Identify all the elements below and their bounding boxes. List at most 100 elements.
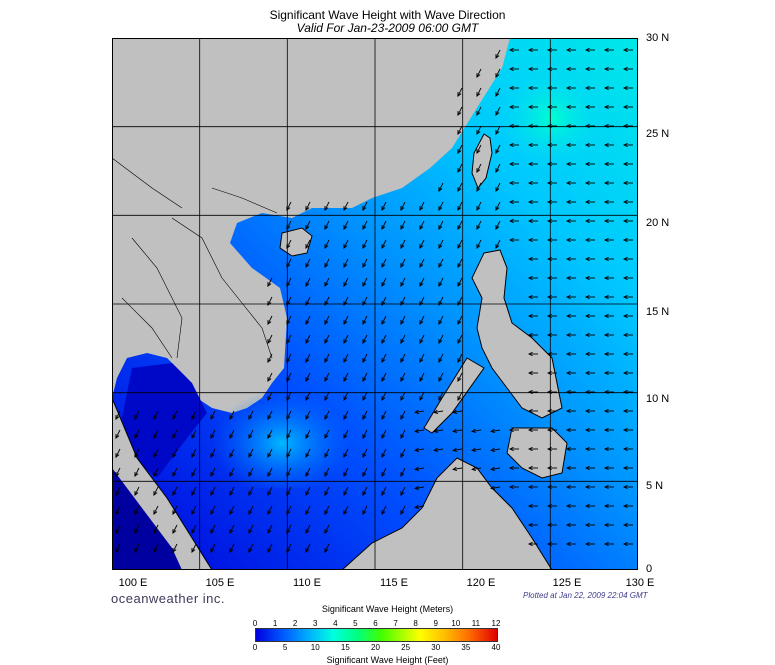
wave-arrow-head [622,313,628,319]
wave-arrow-head [153,472,158,477]
colorbar-feet-tick: 15 [340,643,350,652]
wave-arrow [495,106,501,116]
wave-arrow [229,486,235,496]
wave-arrow-head [584,351,590,357]
wave-arrow-head [438,282,443,287]
wave-arrow [210,486,216,496]
wave-arrow [438,372,444,382]
wave-arrow-head [546,522,552,528]
wave-arrow [343,391,349,401]
wave-arrow-head [565,123,571,129]
wave-arrow [286,391,292,401]
wave-arrow-head [324,491,329,496]
wave-arrow-head [191,415,196,420]
wave-arrow-head [527,161,533,167]
wave-arrow-head [603,218,609,224]
wave-arrow-head [622,370,628,376]
wave-arrow [362,201,368,211]
wave-arrow-head [603,522,609,528]
wave-arrow-head [457,168,462,173]
wave-arrow-head [400,377,405,382]
wave-arrow-head [191,453,196,458]
wave-arrow-head [546,408,552,414]
wave-arrow [415,429,425,432]
wave-arrow [381,258,387,268]
wave-arrow [286,505,292,515]
wave-arrow-head [622,85,628,91]
wave-arrow-head [584,142,590,148]
wave-arrow [400,505,406,515]
wave-arrow-head [584,275,590,281]
wave-arrow-head [419,263,424,268]
wave-arrow-head [229,529,234,534]
wave-arrow [248,524,254,534]
wave-arrow [419,296,425,306]
wave-arrow [491,467,501,470]
wave-arrow [400,410,406,420]
wave-arrow-head [229,472,234,477]
wave-arrow-head [414,428,420,433]
wave-arrow [115,486,121,496]
wave-arrow [229,448,235,458]
wave-arrow-head [546,313,552,319]
wave-arrow [267,372,273,382]
wave-arrow-head [419,282,424,287]
wave-arrow [476,239,482,249]
wave-arrow [453,448,463,451]
taiwan [471,133,493,189]
wave-arrow [400,391,406,401]
wave-arrow-head [622,503,628,509]
wave-arrow-head [210,548,215,553]
wave-arrow-head [248,472,253,477]
wave-arrow-head [565,237,571,243]
wave-arrow [491,486,501,489]
wave-arrow [324,315,330,325]
wave-arrow-head [362,415,367,420]
wave-arrow [476,125,482,135]
wave-arrow [438,296,444,306]
wave-arrow [248,543,254,553]
wave-arrow-head [191,529,196,534]
wave-arrow [324,372,330,382]
wave-arrow [229,467,235,477]
wave-arrow-head [381,339,386,344]
wave-arrow-head [381,415,386,420]
wave-arrow [286,258,292,268]
wave-arrow-head [115,434,120,439]
wave-arrow [210,429,216,439]
wave-arrow [343,467,349,477]
wave-arrow-head [400,320,405,325]
wave-arrow-head [622,180,628,186]
wave-arrow-head [565,142,571,148]
sumatra [112,468,182,570]
wave-arrow-head [305,320,310,325]
wave-arrow-head [210,529,215,534]
wave-arrow-head [457,92,462,97]
wave-arrow-head [476,244,481,249]
wave-arrow [267,505,273,515]
wave-arrow-head [495,149,500,154]
wave-arrow-head [343,263,348,268]
wave-arrow [491,448,501,451]
wave-arrow-head [546,427,552,433]
wave-arrow-head [603,446,609,452]
wave-arrow [343,429,349,439]
wave-arrow-head [584,484,590,490]
wave-arrow [457,296,463,306]
wave-arrow-head [324,225,329,230]
wave-arrow-head [457,225,462,230]
wave-arrow-head [400,396,405,401]
wave-arrow-head [457,320,462,325]
wave-arrow-head [495,225,500,230]
wave-arrow-head [508,66,514,72]
wave-arrow [286,543,292,553]
wave-arrow-head [546,66,552,72]
wave-arrow-head [400,472,405,477]
colorbar-feet-tick: 20 [371,643,380,652]
wave-arrow [457,315,463,325]
wave-arrow-head [527,351,533,357]
wave-arrow-head [508,161,514,167]
wave-arrow [381,505,387,515]
wave-arrow-head [400,434,405,439]
wave-arrow [324,201,330,211]
